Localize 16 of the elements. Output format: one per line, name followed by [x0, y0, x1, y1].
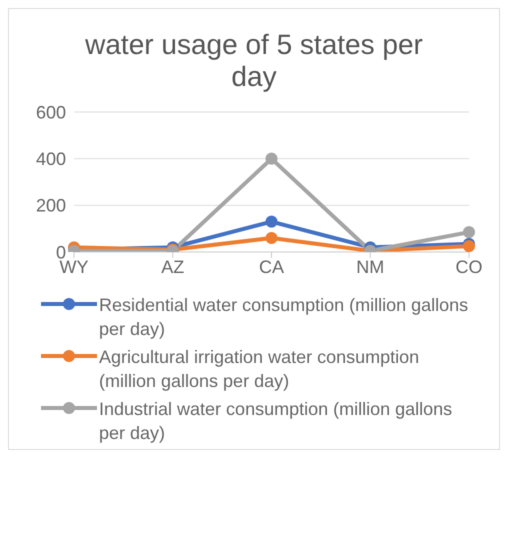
y-tick-label: 600 [36, 102, 66, 122]
point [266, 216, 278, 228]
y-tick-label: 400 [36, 149, 66, 170]
point [463, 226, 475, 238]
point [266, 232, 278, 244]
x-tick-label: AZ [161, 256, 184, 277]
y-tick-label: 200 [36, 196, 66, 216]
legend-label: Residential water consumption (million gallons per day) [99, 294, 469, 341]
x-tick-label: CO [456, 256, 482, 277]
chart-title: water usage of 5 states per day [84, 28, 424, 94]
point [463, 240, 475, 252]
x-tick-label: CA [258, 256, 284, 277]
legend-label: Industrial water consumption (million gallons per day) [99, 398, 454, 445]
x-tick-label: NM [356, 256, 384, 277]
legend-label: Agricultural irrigation water consumption (million gallons per day) [99, 346, 420, 393]
point [266, 152, 278, 165]
